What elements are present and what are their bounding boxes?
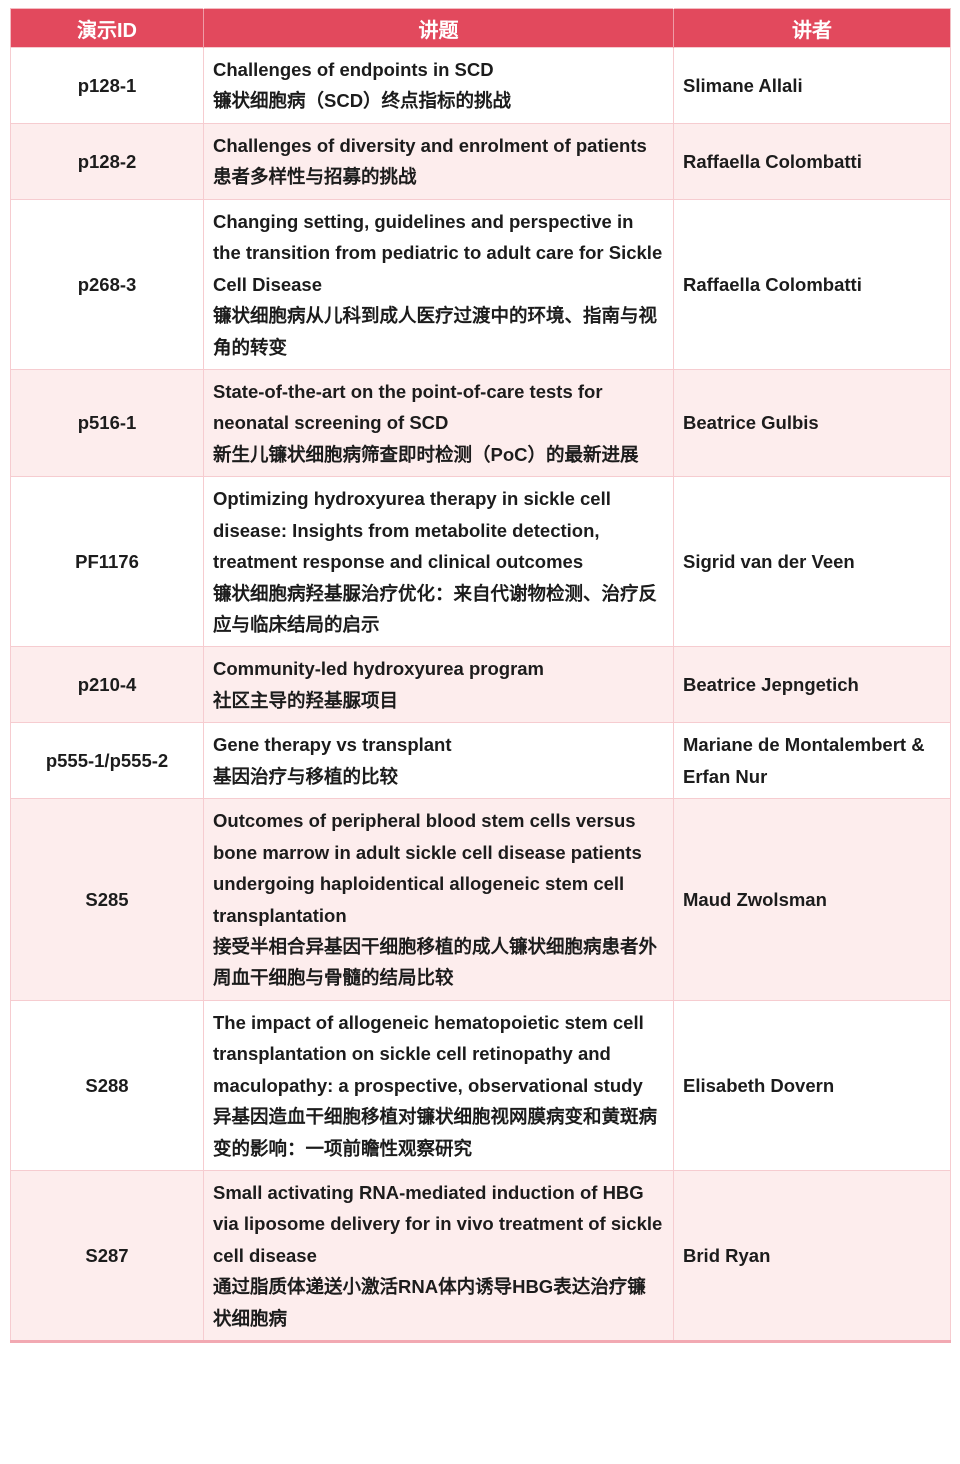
talk-id: p128-2 [10, 122, 204, 200]
talk-id: S288 [10, 999, 204, 1172]
table-row: p210-4 Community-led hydroxyurea program… [10, 646, 951, 724]
talk-title-zh: 镰状细胞病（SCD）终点指标的挑战 [213, 90, 512, 112]
talk-title-en: Challenges of endpoints in SCD [213, 59, 494, 80]
talk-topic: Changing setting, guidelines and perspec… [203, 198, 674, 370]
table-row: S288 The impact of allogeneic hematopoie… [10, 999, 951, 1172]
talk-speaker: Raffaella Colombatti [673, 198, 951, 370]
talk-speaker: Sigrid van der Veen [673, 476, 951, 648]
talk-speaker: Beatrice Gulbis [673, 368, 951, 478]
page: 演示ID 讲题 讲者 p128-1 Challenges of endpoint… [10, 8, 951, 1344]
talk-title-en: State-of-the-art on the point-of-care te… [213, 380, 603, 434]
table-row: S285 Outcomes of peripheral blood stem c… [10, 798, 951, 1001]
talk-title-en: Small activating RNA-mediated induction … [213, 1182, 663, 1266]
talk-title-zh: 接受半相合异基因干细胞移植的成人镰状细胞病患者外周血干细胞与骨髓的结局比较 [213, 935, 658, 989]
talk-title-en: Changing setting, guidelines and perspec… [213, 210, 663, 295]
talk-speaker: Elisabeth Dovern [673, 999, 951, 1172]
talk-id: S287 [10, 1169, 204, 1343]
talk-title-en: The impact of allogeneic hematopoietic s… [213, 1011, 644, 1096]
talk-title-en: Community-led hydroxyurea program [213, 658, 545, 680]
talk-id: p128-1 [10, 47, 204, 124]
talk-id: p268-3 [10, 198, 204, 370]
header-row: 演示ID 讲题 讲者 [10, 8, 951, 48]
talk-topic: Outcomes of peripheral blood stem cells … [203, 798, 674, 1001]
talk-speaker: Raffaella Colombatti [673, 122, 951, 200]
talk-title-zh: 异基因造血干细胞移植对镰状细胞视网膜病变和黄斑病变的影响：一项前瞻性观察研究 [213, 1106, 658, 1159]
talk-topic: Challenges of diversity and enrolment of… [203, 122, 674, 200]
talk-title-en: Gene therapy vs transplant [213, 734, 452, 756]
talk-speaker: Beatrice Jepngetich [673, 646, 951, 724]
table-row: S287 Small activating RNA-mediated induc… [10, 1169, 951, 1343]
talk-speaker: Maud Zwolsman [673, 798, 951, 1001]
talk-speaker: Mariane de Montalembert & Erfan Nur [673, 722, 951, 800]
talk-id: PF1176 [10, 476, 204, 648]
talk-topic: Community-led hydroxyurea program 社区主导的羟… [203, 646, 674, 724]
table-row: p128-2 Challenges of diversity and enrol… [10, 122, 951, 200]
talk-speaker: Slimane Allali [673, 47, 951, 124]
table-row: PF1176 Optimizing hydroxyurea therapy in… [10, 476, 951, 648]
talk-id: S285 [10, 798, 204, 1001]
col-header-presentation-id: 演示ID [10, 8, 204, 48]
table-row: p555-1/p555-2 Gene therapy vs transplant… [10, 722, 951, 800]
talk-id: p210-4 [10, 646, 204, 724]
talk-title-zh: 新生儿镰状细胞病筛查即时检测（PoC）的最新进展 [213, 443, 639, 465]
talks-table: 演示ID 讲题 讲者 p128-1 Challenges of endpoint… [10, 8, 951, 1344]
talk-title-en: Optimizing hydroxyurea therapy in sickle… [213, 488, 611, 573]
talk-title-en: Outcomes of peripheral blood stem cells … [213, 810, 642, 926]
talk-title-zh: 镰状细胞病羟基脲治疗优化：来自代谢物检测、治疗反应与临床结局的启示 [213, 582, 658, 635]
col-header-speaker: 讲者 [673, 8, 951, 48]
talk-speaker: Brid Ryan [673, 1169, 951, 1343]
col-header-topic: 讲题 [203, 8, 674, 48]
talk-title-zh: 社区主导的羟基脲项目 [213, 689, 399, 711]
talk-title-zh: 通过脂质体递送小激活RNA体内诱导HBG表达治疗镰状细胞病 [213, 1276, 646, 1329]
table-body: p128-1 Challenges of endpoints in SCD 镰状… [10, 47, 951, 1343]
talk-title-en: Challenges of diversity and enrolment of… [213, 134, 647, 156]
talk-title-zh: 患者多样性与招募的挑战 [213, 166, 417, 188]
talk-topic: The impact of allogeneic hematopoietic s… [203, 999, 674, 1172]
table-row: p268-3 Changing setting, guidelines and … [10, 198, 951, 370]
table-row: p516-1 State-of-the-art on the point-of-… [10, 368, 951, 478]
talk-id: p555-1/p555-2 [10, 722, 204, 800]
talk-topic: Gene therapy vs transplant 基因治疗与移植的比较 [203, 722, 674, 800]
talk-topic: Small activating RNA-mediated induction … [203, 1169, 674, 1343]
talk-title-zh: 镰状细胞病从儿科到成人医疗过渡中的环境、指南与视角的转变 [213, 305, 658, 358]
table-row: p128-1 Challenges of endpoints in SCD 镰状… [10, 47, 951, 124]
talk-id: p516-1 [10, 368, 204, 478]
talk-topic: Optimizing hydroxyurea therapy in sickle… [203, 476, 674, 648]
talk-topic: State-of-the-art on the point-of-care te… [203, 368, 674, 478]
talk-title-zh: 基因治疗与移植的比较 [213, 765, 399, 787]
talk-topic: Challenges of endpoints in SCD 镰状细胞病（SCD… [203, 47, 674, 124]
